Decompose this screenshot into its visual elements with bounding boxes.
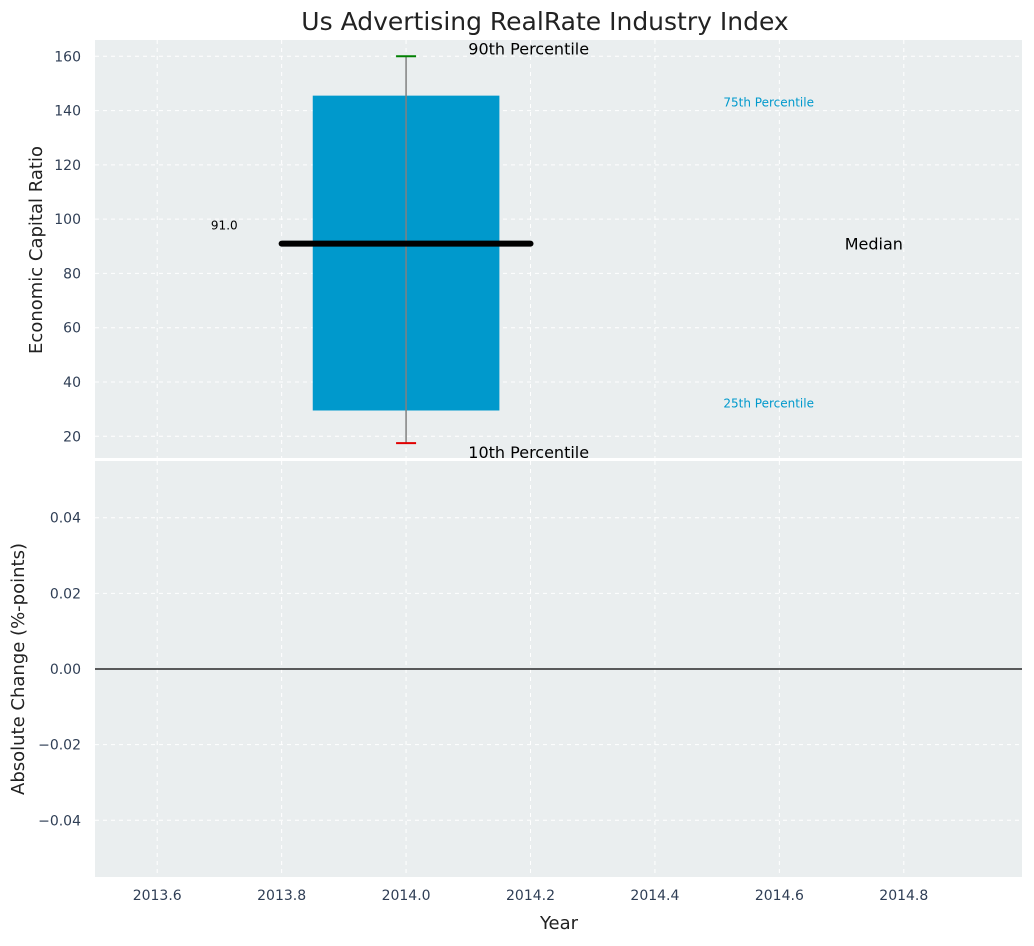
top-y-tick-label: 60 <box>63 321 81 337</box>
top-y-tick-label: 100 <box>54 212 81 228</box>
top-marks: 91.0 90th Percentile 75th Percentile Median… <box>211 39 903 462</box>
chart-title: Us Advertising RealRate Industry Index <box>301 7 788 36</box>
x-axis-label: Year <box>539 913 579 934</box>
top-panel: 20 40 60 80 100 120 140 160 91.0 90th Percentile… <box>26 7 1022 462</box>
x-tick-label: 2014.8 <box>879 888 928 904</box>
bottom-y-tick-label: −0.04 <box>38 813 81 829</box>
top-y-tick-label: 80 <box>63 266 81 282</box>
top-y-tick-label: 20 <box>63 429 81 445</box>
bottom-y-ticks: 0.04 0.02 0.00 −0.02 −0.04 <box>38 511 81 830</box>
x-tick-label: 2014.2 <box>506 888 555 904</box>
bottom-y-axis-label: Absolute Change (%-points) <box>8 543 29 795</box>
x-tick-label: 2014.0 <box>382 888 431 904</box>
top-y-tick-label: 40 <box>63 375 81 391</box>
p25-annotation: 25th Percentile <box>723 397 814 411</box>
p90-annotation: 90th Percentile <box>468 39 589 58</box>
top-y-axis-label: Economic Capital Ratio <box>26 146 47 354</box>
bottom-y-tick-label: 0.04 <box>50 511 81 527</box>
median-annotation: Median <box>845 235 903 254</box>
x-tick-label: 2013.8 <box>257 888 306 904</box>
bottom-panel: 0.04 0.02 0.00 −0.02 −0.04 2013.6 2013.8 2014.… <box>8 461 1022 934</box>
top-y-ticks: 20 40 60 80 100 120 140 160 <box>54 49 81 445</box>
x-tick-label: 2014.4 <box>630 888 679 904</box>
bottom-y-tick-label: −0.02 <box>38 738 81 754</box>
top-y-tick-label: 120 <box>54 158 81 174</box>
top-grid <box>95 40 1022 458</box>
median-value-label: 91.0 <box>211 219 238 233</box>
bottom-y-tick-label: 0.02 <box>50 586 81 602</box>
top-y-tick-label: 140 <box>54 104 81 120</box>
top-plot-background <box>95 40 1022 458</box>
top-y-tick-label: 160 <box>54 49 81 65</box>
x-tick-label: 2014.6 <box>755 888 804 904</box>
bottom-x-ticks: 2013.6 2013.8 2014.0 2014.2 2014.4 2014.6 2014… <box>133 888 929 904</box>
bottom-y-tick-label: 0.00 <box>50 662 81 678</box>
p10-annotation: 10th Percentile <box>468 443 589 462</box>
x-tick-label: 2013.6 <box>133 888 182 904</box>
p75-annotation: 75th Percentile <box>723 96 814 110</box>
